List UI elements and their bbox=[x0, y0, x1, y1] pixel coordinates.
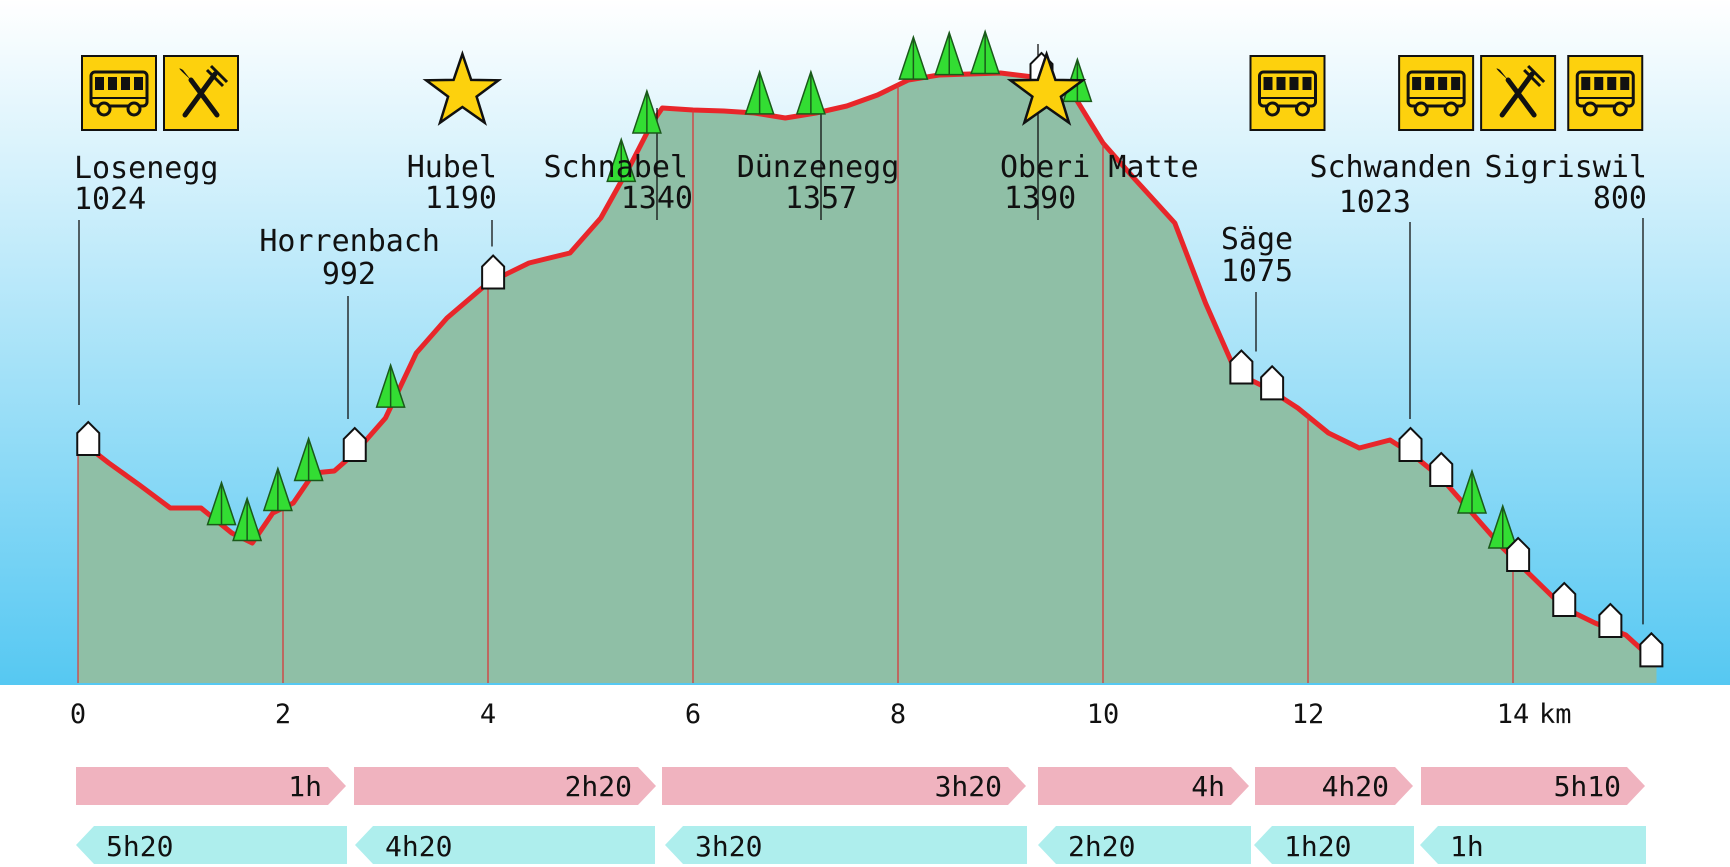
waypoint-name: Schwanden bbox=[1309, 150, 1472, 185]
hut-icon bbox=[1429, 451, 1454, 487]
hut-icon bbox=[342, 426, 367, 462]
waypoint-elevation: 1357 bbox=[785, 181, 857, 216]
waypoint-name: Horrenbach bbox=[259, 224, 440, 259]
waypoint-name: Schnabel bbox=[544, 150, 689, 185]
hut-icon bbox=[1506, 536, 1531, 572]
waypoint-elevation: 992 bbox=[322, 257, 376, 292]
hut-icon bbox=[1398, 426, 1423, 462]
tree-icon bbox=[206, 480, 237, 526]
bus-icon bbox=[1398, 55, 1475, 131]
tree-icon bbox=[1487, 503, 1518, 549]
x-unit-label: km bbox=[1539, 699, 1572, 730]
forward-time-arrow: 4h bbox=[1038, 767, 1249, 805]
forward-time-arrow: 5h10 bbox=[1421, 767, 1645, 805]
waypoint-elevation: 1024 bbox=[74, 182, 146, 217]
backward-time-label: 4h20 bbox=[385, 830, 452, 863]
forward-time-label: 4h20 bbox=[1322, 770, 1389, 803]
backward-time-label: 5h20 bbox=[106, 830, 173, 863]
hut-icon bbox=[1552, 581, 1577, 617]
backward-time-label: 2h20 bbox=[1068, 830, 1135, 863]
hut-icon bbox=[76, 420, 101, 456]
backward-time-arrow: 2h20 bbox=[1038, 826, 1251, 864]
hut-icon bbox=[481, 254, 506, 290]
waypoint-elevation: 1023 bbox=[1339, 185, 1411, 220]
backward-time-arrow: 3h20 bbox=[665, 826, 1027, 864]
restaurant-icon bbox=[1480, 55, 1557, 131]
tree-icon bbox=[744, 69, 775, 115]
hut-icon bbox=[1260, 364, 1285, 401]
x-tick-label: 6 bbox=[685, 699, 701, 730]
star-icon bbox=[1006, 50, 1087, 126]
forward-time-arrow: 1h bbox=[76, 767, 346, 805]
waypoint-elevation: 1340 bbox=[621, 181, 693, 216]
waypoint-name: Sigriswil bbox=[1484, 150, 1647, 185]
hut-icon bbox=[1598, 602, 1623, 638]
x-tick-label: 12 bbox=[1292, 699, 1325, 730]
tree-icon bbox=[898, 34, 929, 80]
waypoint-name: Hubel bbox=[407, 150, 497, 185]
terrain-area bbox=[78, 73, 1657, 683]
x-tick-label: 2 bbox=[275, 699, 291, 730]
waypoint-name: Losenegg bbox=[74, 151, 219, 186]
waypoint-elevation: 800 bbox=[1593, 181, 1647, 216]
backward-time-label: 1h bbox=[1450, 830, 1484, 863]
waypoint-name: Oberi Matte bbox=[1000, 150, 1199, 185]
bus-icon bbox=[81, 55, 157, 131]
forward-time-label: 2h20 bbox=[565, 770, 632, 803]
forward-time-arrow: 3h20 bbox=[662, 767, 1026, 805]
hut-icon bbox=[1639, 631, 1664, 668]
forward-time-label: 3h20 bbox=[935, 770, 1002, 803]
x-tick-label: 0 bbox=[70, 699, 86, 730]
backward-time-arrow: 1h bbox=[1420, 826, 1646, 864]
tree-icon bbox=[631, 88, 662, 134]
x-tick-label: 10 bbox=[1087, 699, 1120, 730]
backward-time-arrow: 1h20 bbox=[1254, 826, 1414, 864]
hut-icon bbox=[1229, 349, 1254, 385]
tree-icon bbox=[1456, 468, 1488, 514]
restaurant-icon bbox=[163, 55, 239, 131]
tree-icon bbox=[375, 362, 406, 408]
backward-time-arrow: 4h20 bbox=[355, 826, 655, 864]
tree-icon bbox=[262, 466, 293, 512]
x-tick-label: 4 bbox=[480, 699, 496, 730]
tree-icon bbox=[606, 136, 637, 183]
waypoint-elevation: 1190 bbox=[425, 181, 497, 216]
bus-icon bbox=[1567, 55, 1644, 131]
waypoint-name: Säge bbox=[1221, 222, 1293, 257]
tree-icon bbox=[795, 69, 826, 115]
backward-time-label: 1h20 bbox=[1284, 830, 1351, 863]
star-icon bbox=[422, 50, 503, 126]
waypoint-elevation: 1075 bbox=[1221, 254, 1293, 289]
forward-time-label: 5h10 bbox=[1554, 770, 1621, 803]
forward-time-arrow: 2h20 bbox=[354, 767, 656, 805]
backward-time-label: 3h20 bbox=[695, 830, 762, 863]
backward-time-arrow: 5h20 bbox=[76, 826, 347, 864]
tree-icon bbox=[232, 496, 263, 542]
x-tick-label: 8 bbox=[890, 699, 906, 730]
forward-time-label: 1h bbox=[288, 770, 322, 803]
tree-icon bbox=[293, 436, 324, 482]
forward-time-arrow: 4h20 bbox=[1255, 767, 1413, 805]
tree-icon bbox=[970, 29, 1001, 75]
waypoint-name: Dünzenegg bbox=[737, 150, 900, 185]
x-tick-label: 14 bbox=[1497, 699, 1530, 730]
bus-icon bbox=[1249, 55, 1326, 131]
tree-icon bbox=[934, 30, 965, 76]
forward-time-label: 4h bbox=[1191, 770, 1225, 803]
waypoint-elevation: 1390 bbox=[1004, 181, 1076, 216]
